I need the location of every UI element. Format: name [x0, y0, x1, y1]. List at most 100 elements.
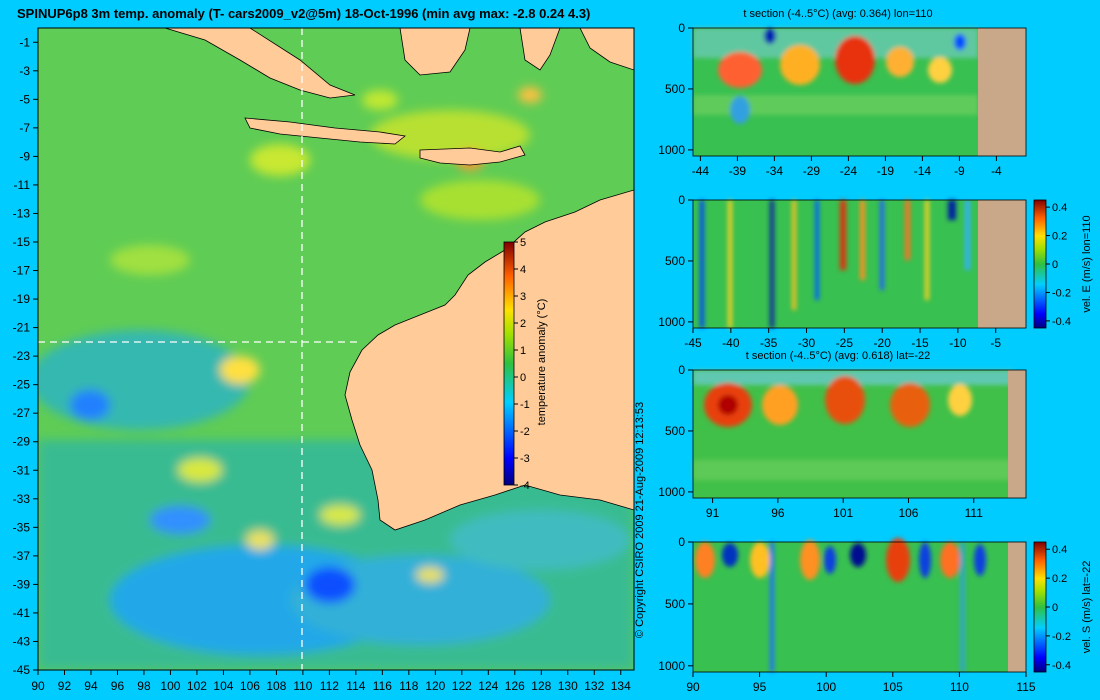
- newguinea-land: [579, 28, 634, 71]
- panel-u-lon-pattern: [700, 200, 970, 328]
- panel-v-lat: 0.4 0.2 0 -0.2 -0.4 vel. S (m/s) lat=-22 90 9…: [658, 535, 1093, 694]
- section-x-tick-label: 95: [753, 680, 767, 694]
- section-colorbar-tick-label: -0.4: [1052, 660, 1071, 672]
- section-y-tick-label: 1000: [658, 315, 685, 329]
- section-colorbar-tick-label: 0.2: [1052, 231, 1067, 243]
- map-y-tick-label: -25: [13, 378, 31, 392]
- map-x-tick-label: 100: [160, 679, 180, 693]
- map-colorbar-tick-label: -4: [520, 480, 530, 492]
- section-x-tick-label: 90: [686, 680, 700, 694]
- map-x-tick-label: 90: [31, 679, 45, 693]
- panel-t-lat-land: [1008, 370, 1026, 498]
- panel-u-lon-plot: [693, 200, 1026, 328]
- section-x-tick-label: 105: [883, 680, 903, 694]
- section-y-tick-label: 1000: [658, 659, 685, 673]
- map-y-tick-label: -31: [13, 463, 31, 477]
- map-y-tick-label: -23: [13, 349, 31, 363]
- map-y-tick-label: -1: [19, 35, 30, 49]
- map-colorbar-tick-label: 4: [520, 264, 526, 276]
- section-x-tick-label: 100: [816, 680, 836, 694]
- map-x-tick-label: 118: [399, 679, 418, 693]
- map-y-tick-label: -39: [13, 577, 31, 591]
- map-y-tick-label: -21: [13, 321, 31, 335]
- map-x-tick-label: 110: [293, 679, 312, 693]
- section-x-tick-label: -9: [954, 164, 965, 178]
- map-x-tick-label: 108: [266, 679, 286, 693]
- map-x-tick-label: 126: [505, 679, 525, 693]
- section-x-tick-label: 110: [950, 680, 969, 694]
- section-colorbar-tick-label: -0.2: [1052, 631, 1071, 643]
- map-frame: [37, 27, 635, 671]
- section-colorbar-tick-label: 0.4: [1052, 544, 1067, 556]
- panel-t-lon-land: [978, 28, 1026, 156]
- panel-v-lat-land: [1008, 542, 1026, 672]
- panel-v-lat-colorbar: [1033, 541, 1047, 673]
- copyright-text: © Copyright CSIRO 2009 21-Aug-2009 12:13…: [634, 402, 646, 638]
- map-x-tick-label: 106: [240, 679, 260, 693]
- section-x-tick-label: -20: [874, 336, 892, 350]
- section-x-tick-label: -44: [692, 164, 710, 178]
- section-x-tick-label: -14: [914, 164, 932, 178]
- section-colorbar-tick-label: -0.4: [1052, 316, 1071, 328]
- section-y-tick-label: 0: [678, 21, 685, 35]
- section-x-tick-label: -35: [760, 336, 778, 350]
- map-y-tick-label: -15: [13, 235, 31, 249]
- map-y-tick-label: -19: [13, 292, 31, 306]
- map-x-tick-label: 130: [558, 679, 578, 693]
- map-colorbar-gradient: [503, 241, 515, 486]
- section-x-tick-label: 106: [898, 506, 918, 520]
- map-y-tick-label: -9: [19, 149, 30, 163]
- panel-u-lon-colorbar-label: vel. E (m/s) lon=110: [1081, 215, 1093, 312]
- map-x-tick-label: 98: [137, 679, 151, 693]
- map-y-tick-label: -11: [14, 178, 31, 192]
- map-colorbar-tick-label: -2: [520, 426, 530, 438]
- map-y-tick-label: -17: [13, 264, 31, 278]
- map-x-tick-label: 114: [346, 679, 365, 693]
- map-colorbar-label: temperature anomaly (°C): [536, 299, 548, 426]
- map-x-tick-label: 120: [425, 679, 445, 693]
- map-colorbar: 5 4 3 2 1 0 -1 -2 -3 -4 temperature anomaly (°C): [503, 237, 548, 492]
- section-x-tick-label: -29: [803, 164, 821, 178]
- section-y-tick-label: 0: [678, 535, 685, 549]
- map-x-tick-label: 94: [84, 679, 98, 693]
- section-y-tick-label: 500: [665, 424, 685, 438]
- section-x-tick-label: 101: [833, 506, 853, 520]
- map-y-tick-label: -27: [13, 406, 31, 420]
- panel-t-lon: t section (-4..5°C) (avg: 0.364) lon=110…: [658, 8, 1027, 178]
- panel-v-lat-pattern: [695, 538, 986, 672]
- section-x-tick-label: -39: [729, 164, 747, 178]
- map-x-tick-label: 112: [320, 679, 339, 693]
- section-x-tick-label: -19: [877, 164, 895, 178]
- section-y-tick-label: 500: [665, 82, 685, 96]
- section-x-tick-label: -25: [836, 336, 854, 350]
- map-x-tick-label: 104: [213, 679, 233, 693]
- main-map: 90 92 94 96 98 100 102 104 106 108 110 112 114 116 118…: [13, 27, 635, 693]
- section-colorbar-tick-label: 0: [1052, 602, 1058, 614]
- panel-t-lon-title: t section (-4..5°C) (avg: 0.364) lon=110: [743, 8, 932, 20]
- map-colorbar-tick-label: 3: [520, 291, 526, 303]
- map-x-tick-label: 96: [111, 679, 125, 693]
- map-x-axis: 90 92 94 96 98 100 102 104 106 108 110 112 114 116 118…: [31, 670, 631, 693]
- map-y-tick-label: -43: [13, 634, 31, 648]
- map-colorbar-tick-label: 2: [520, 318, 526, 330]
- borneo-land: [399, 28, 471, 76]
- panel-u-lon: 0.4 0.2 0 -0.2 -0.4 vel. E (m/s) lon=110 -45…: [658, 193, 1093, 350]
- section-x-tick-label: -5: [990, 336, 1001, 350]
- map-y-tick-label: -3: [19, 64, 30, 78]
- panel-t-lat-pattern: [693, 370, 1013, 480]
- section-x-tick-label: -45: [684, 336, 702, 350]
- section-x-tick-label: 91: [706, 506, 720, 520]
- section-y-tick-label: 1000: [658, 485, 685, 499]
- section-colorbar-tick-label: 0.4: [1052, 202, 1067, 214]
- map-x-tick-label: 92: [58, 679, 72, 693]
- map-colorbar-tick-label: -1: [520, 399, 530, 411]
- section-colorbar-tick-label: -0.2: [1052, 287, 1071, 299]
- section-x-tick-label: 111: [965, 506, 984, 520]
- panel-u-lon-land: [978, 200, 1026, 328]
- section-y-tick-label: 0: [678, 363, 685, 377]
- section-x-tick-label: -30: [798, 336, 816, 350]
- map-y-tick-label: -5: [19, 92, 30, 106]
- map-y-tick-label: -37: [13, 549, 31, 563]
- panel-u-lon-colorbar: [1033, 199, 1047, 329]
